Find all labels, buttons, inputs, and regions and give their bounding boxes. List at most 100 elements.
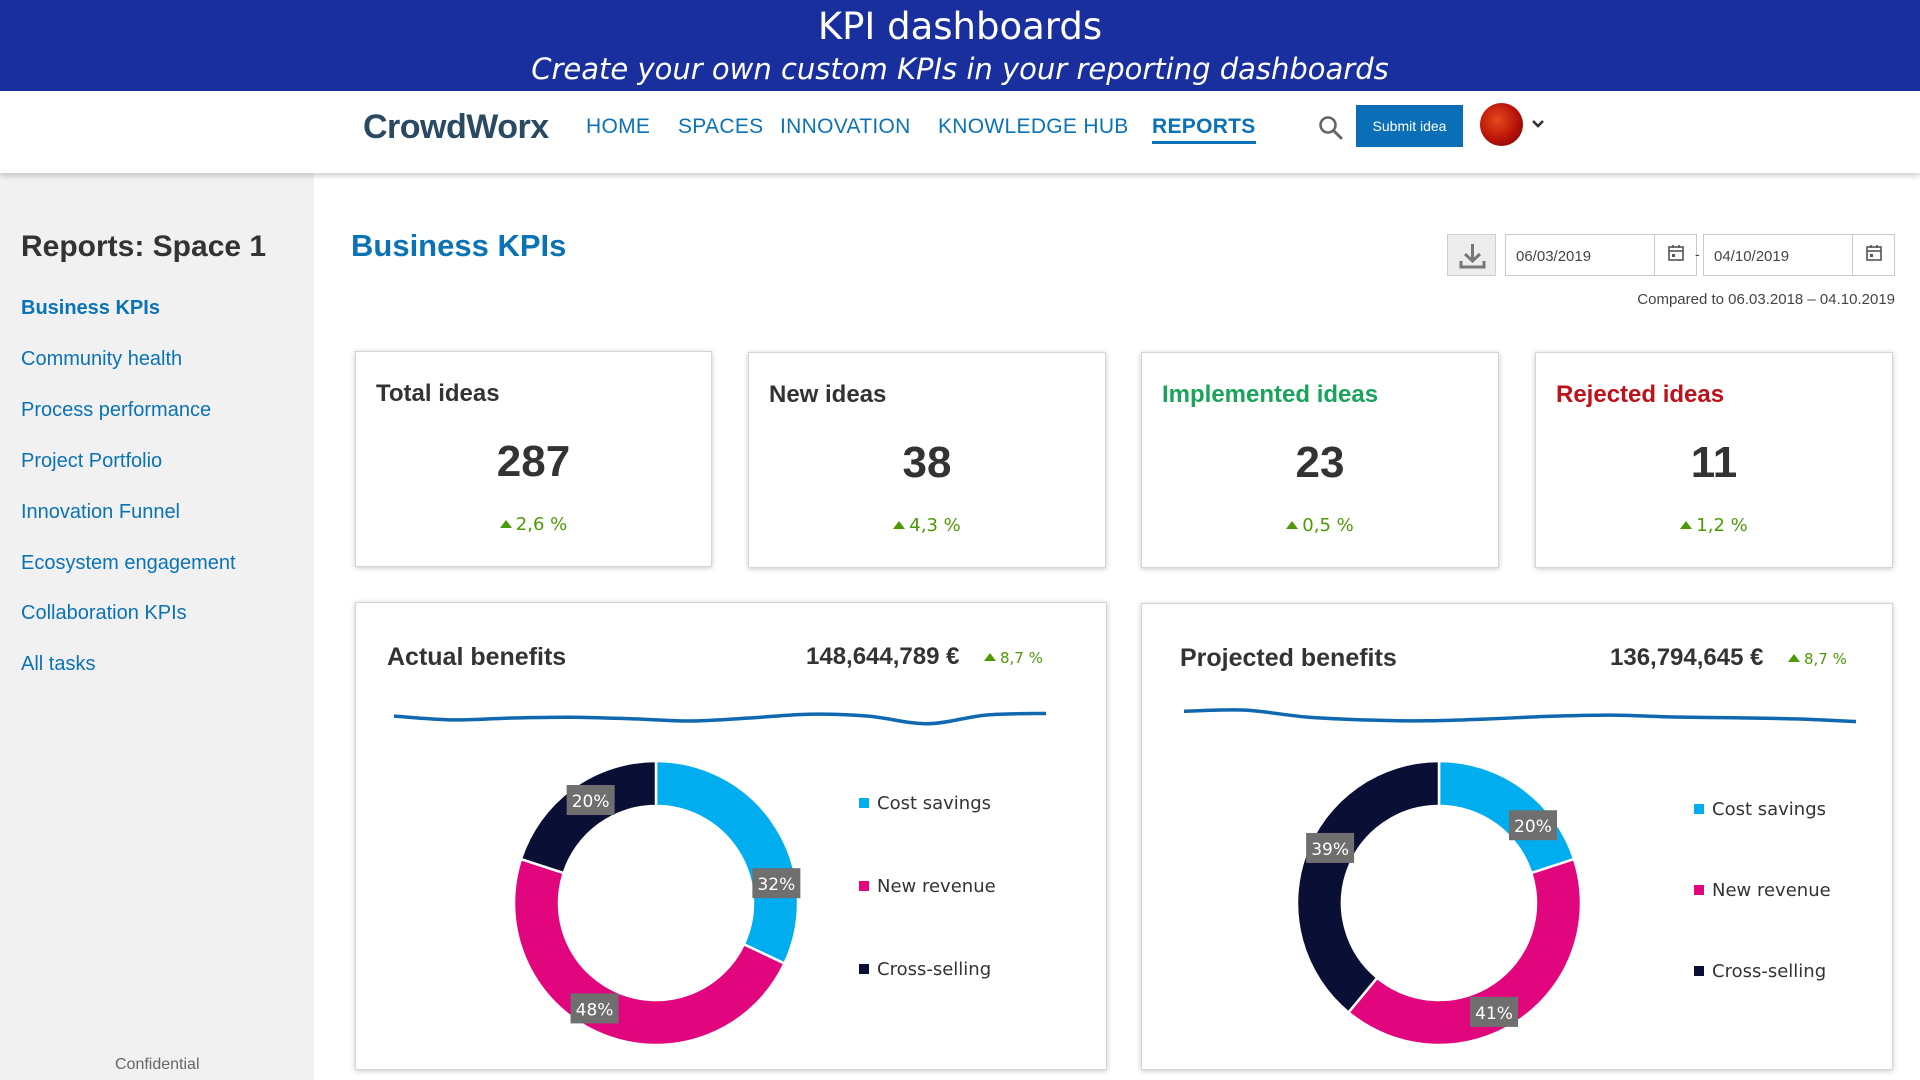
sidebar-item-innovation-funnel[interactable]: Innovation Funnel [21,501,181,523]
sparkline [1183,708,1857,724]
benefit-delta: 8,7 % [1788,650,1847,668]
benefit-delta-text: 8,7 % [1804,650,1847,668]
sidebar-item-community-health[interactable]: Community health [21,348,183,370]
legend-swatch [859,798,869,808]
actual-benefits-card: Actual benefits 148,644,789 € 8,7 % 32% 4… [355,602,1107,1070]
kpi-label: Rejected ideas [1556,381,1725,408]
nav-spaces[interactable]: SPACES [678,115,764,138]
kpi-label: Implemented ideas [1162,381,1379,408]
legend-label: Cross-selling [1712,961,1827,982]
avatar[interactable] [1480,103,1523,146]
reports-sidebar: Reports: Space 1 Business KPIs Community… [0,173,314,1080]
date-from-calendar-button[interactable] [1654,235,1696,275]
legend-label: Cost savings [877,793,992,814]
kpi-delta: 1,2 % [1536,515,1892,536]
trend-up-icon [1286,521,1299,529]
download-icon [1459,244,1486,269]
nav-innovation[interactable]: INNOVATION [780,115,911,138]
kpi-value: 23 [1295,438,1345,487]
sidebar-item-all-tasks[interactable]: All tasks [21,653,96,675]
legend-swatch [859,881,869,891]
kpi-card-total-ideas[interactable]: Total ideas 287 2,6 % [355,351,712,567]
benefit-delta: 8,7 % [984,649,1043,667]
chart-title: Actual benefits [387,643,567,671]
download-button[interactable] [1447,234,1496,276]
trend-up-icon [984,653,996,661]
chevron-down-icon[interactable] [1530,117,1546,131]
search-icon[interactable] [1318,115,1344,141]
banner-title: KPI dashboards [817,5,1103,48]
benefit-total: 148,644,789 € [806,643,960,670]
sidebar-item-collaboration-kpis[interactable]: Collaboration KPIs [21,602,187,624]
benefit-delta-text: 8,7 % [1000,649,1043,667]
donut-slice-new-revenue[interactable] [1346,857,1583,1047]
donut-chart: 32% 48% 20% [512,759,801,1047]
date-to-calendar-button[interactable] [1852,235,1894,275]
trend-up-icon [1680,521,1693,529]
crowdworx-logo[interactable]: CrowdWorx [363,108,549,146]
sidebar-title: Reports: Space 1 [21,230,267,263]
trend-up-icon [893,521,906,529]
donut-label-text: 39% [1311,840,1349,860]
kpi-value: 11 [1690,438,1738,487]
kpi-value: 287 [496,437,571,486]
top-navbar: CrowdWorx HOME SPACES INNOVATION KNOWLED… [0,91,1920,173]
nav-knowledge-hub[interactable]: KNOWLEDGE HUB [938,115,1129,138]
legend-new-revenue[interactable]: New revenue [1694,880,1831,901]
legend-cross-selling[interactable]: Cross-selling [1694,961,1826,982]
kpi-delta: 4,3 % [749,515,1105,536]
sparkline-path [393,711,1047,726]
trend-up-icon [1788,654,1800,662]
donut-label-text: 32% [757,875,795,895]
legend-swatch [859,964,869,974]
sidebar-item-process-performance[interactable]: Process performance [21,399,212,421]
donut-chart: 20% 41% 39% [1295,759,1583,1047]
confidential-label: Confidential [115,1056,200,1073]
kpi-value: 38 [902,438,952,487]
donut-slice-cross-selling[interactable] [519,759,658,875]
donut-label-text: 20% [572,792,610,812]
donut-label-text: 20% [1514,817,1552,837]
comparison-period: Compared to 06.03.2018 – 04.10.2019 [1637,291,1895,308]
donut-label-text: 48% [576,1000,614,1020]
calendar-icon [1866,245,1882,261]
benefit-total: 136,794,645 € [1610,644,1764,671]
date-separator: - [1695,246,1700,262]
kpi-label: New ideas [769,381,887,408]
legend-cost-savings[interactable]: Cost savings [1694,799,1826,820]
date-to-field[interactable]: 04/10/2019 [1703,234,1895,276]
page-title: Business KPIs [351,228,567,263]
kpi-card-new-ideas[interactable]: New ideas 38 4,3 % [748,352,1106,568]
kpi-label: Total ideas [376,380,500,407]
sparkline-path [1183,708,1857,724]
legend-new-revenue[interactable]: New revenue [859,876,996,897]
sparkline [393,711,1047,726]
sidebar-item-ecosystem-engagement[interactable]: Ecosystem engagement [21,552,236,574]
kpi-card-rejected-ideas[interactable]: Rejected ideas 11 1,2 % [1535,352,1893,568]
legend-label: New revenue [877,876,996,897]
donut-label-text: 41% [1475,1004,1513,1024]
legend-swatch [1694,966,1704,976]
date-from-field[interactable]: 06/03/2019 [1505,234,1697,276]
legend-label: Cost savings [1712,799,1827,820]
kpi-delta: 2,6 % [356,514,711,535]
trend-up-icon [499,520,512,528]
donut-slice-cross-selling[interactable] [1295,759,1441,1015]
chart-title: Projected benefits [1180,644,1397,672]
kpi-delta-text: 1,2 % [1696,515,1748,536]
sidebar-item-business-kpis[interactable]: Business KPIs [21,297,160,319]
submit-idea-button[interactable]: Submit idea [1356,105,1463,147]
legend-cost-savings[interactable]: Cost savings [859,793,991,814]
nav-home[interactable]: HOME [586,115,651,138]
banner-subtitle: Create your own custom KPIs in your repo… [531,52,1389,86]
kpi-card-implemented-ideas[interactable]: Implemented ideas 23 0,5 % [1141,352,1499,568]
legend-swatch [1694,804,1704,814]
donut-slice-new-revenue[interactable] [512,857,787,1047]
donut-data-label: 32% [752,868,801,899]
legend-cross-selling[interactable]: Cross-selling [859,959,991,980]
nav-reports[interactable]: REPORTS [1152,115,1256,144]
donut-slice-cost-savings[interactable] [654,759,800,966]
donut-data-label: 48% [570,993,619,1024]
date-from-value: 06/03/2019 [1516,248,1592,265]
sidebar-item-project-portfolio[interactable]: Project Portfolio [21,450,163,472]
